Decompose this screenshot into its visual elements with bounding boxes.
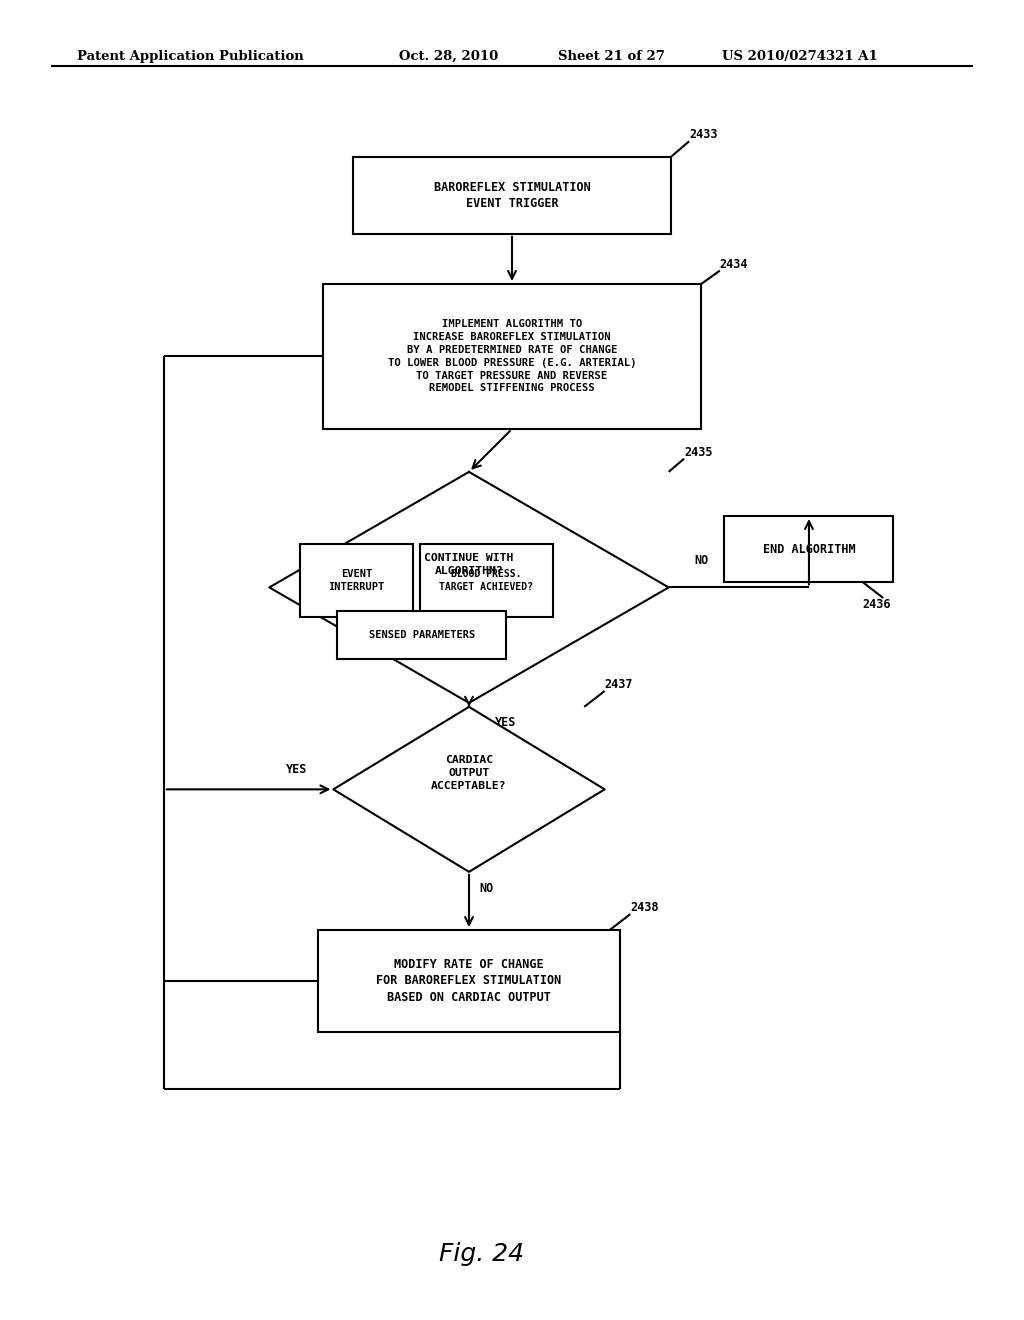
Text: BAROREFLEX STIMULATION
EVENT TRIGGER: BAROREFLEX STIMULATION EVENT TRIGGER: [433, 181, 591, 210]
Text: 2437: 2437: [604, 678, 633, 692]
Bar: [323, 284, 701, 429]
Bar: [725, 516, 893, 582]
Bar: [420, 544, 553, 616]
Text: CARDIAC
OUTPUT
ACCEPTABLE?: CARDIAC OUTPUT ACCEPTABLE?: [431, 755, 507, 791]
Text: EVENT
INTERRUPT: EVENT INTERRUPT: [329, 569, 384, 593]
Text: MODIFY RATE OF CHANGE
FOR BAROREFLEX STIMULATION
BASED ON CARDIAC OUTPUT: MODIFY RATE OF CHANGE FOR BAROREFLEX STI…: [377, 958, 561, 1003]
Text: YES: YES: [495, 715, 516, 729]
Text: Patent Application Publication: Patent Application Publication: [77, 50, 303, 63]
Text: 2436: 2436: [862, 598, 891, 611]
Text: END ALGORITHM: END ALGORITHM: [763, 543, 855, 556]
Text: Oct. 28, 2010: Oct. 28, 2010: [399, 50, 499, 63]
Bar: [317, 929, 620, 1032]
Text: Fig. 24: Fig. 24: [438, 1242, 524, 1266]
Text: BLOOD PRESS.
TARGET ACHIEVED?: BLOOD PRESS. TARGET ACHIEVED?: [439, 569, 534, 593]
Text: 2433: 2433: [689, 128, 718, 141]
Text: IMPLEMENT ALGORITHM TO
INCREASE BAROREFLEX STIMULATION
BY A PREDETERMINED RATE O: IMPLEMENT ALGORITHM TO INCREASE BAROREFL…: [388, 319, 636, 393]
Text: SENSED PARAMETERS: SENSED PARAMETERS: [369, 630, 475, 640]
Text: YES: YES: [287, 763, 307, 776]
Bar: [337, 611, 506, 659]
Text: CONTINUE WITH
ALGORITHM?: CONTINUE WITH ALGORITHM?: [424, 553, 514, 576]
Text: 2438: 2438: [631, 902, 658, 913]
Text: US 2010/0274321 A1: US 2010/0274321 A1: [722, 50, 878, 63]
Bar: [353, 157, 671, 234]
Text: NO: NO: [694, 554, 709, 568]
Bar: [300, 544, 413, 616]
Text: Sheet 21 of 27: Sheet 21 of 27: [558, 50, 665, 63]
Text: 2435: 2435: [684, 446, 713, 458]
Text: NO: NO: [479, 882, 494, 895]
Text: 2434: 2434: [720, 257, 749, 271]
